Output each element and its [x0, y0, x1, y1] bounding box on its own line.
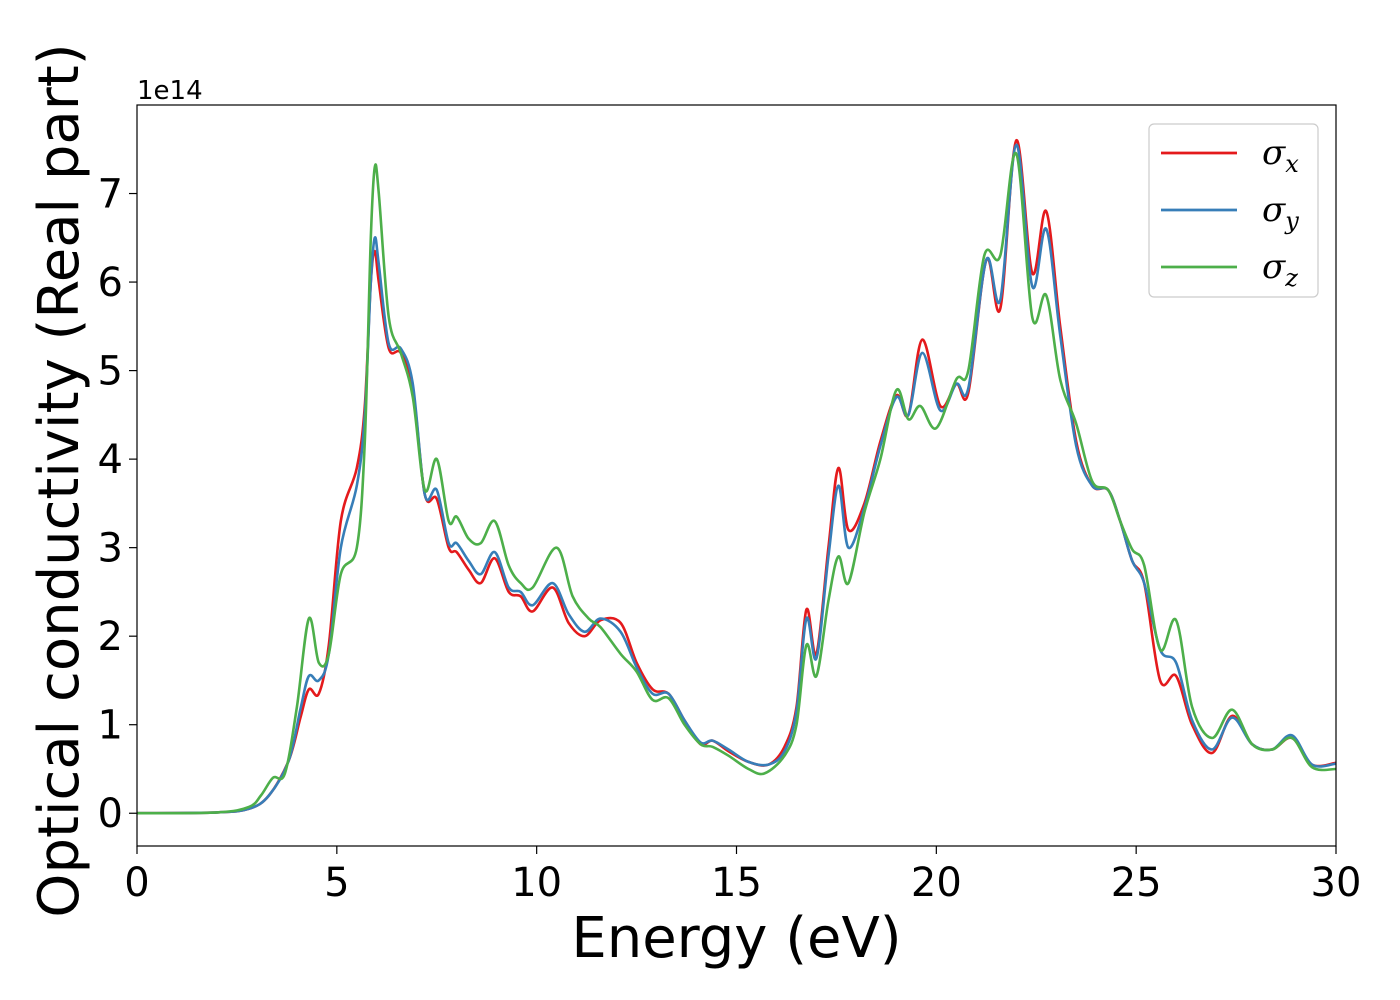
legend-label-z: σz: [1262, 247, 1298, 292]
y-offset-label: 1e14: [137, 76, 203, 106]
y-tick-label: 6: [98, 260, 123, 306]
x-tick-label: 10: [511, 860, 562, 906]
legend-label-y: σy: [1262, 190, 1299, 235]
legend: σx σy σz: [1148, 123, 1319, 298]
series-line-y: [137, 143, 1336, 815]
ticks-layer: 0 5 10 15 20 25 30 0 1 2 3 4 5 6 7: [98, 172, 1362, 906]
x-tick-label: 0: [124, 860, 149, 906]
y-tick-label: 0: [98, 791, 123, 837]
x-tick-label: 5: [324, 860, 349, 906]
y-tick-label: 1: [98, 703, 123, 749]
y-tick-label: 5: [98, 349, 123, 395]
x-axis-label: Energy (eV): [571, 906, 901, 971]
series-line-z: [137, 151, 1336, 815]
y-tick-label: 2: [98, 614, 123, 660]
y-tick-label: 4: [98, 437, 123, 483]
legend-label-x: σx: [1262, 133, 1299, 178]
y-tick-label: 7: [98, 172, 123, 218]
plot-lines-layer: [137, 139, 1336, 815]
y-axis-label: Optical conductivity (Real part): [27, 43, 92, 917]
x-tick-label: 15: [711, 860, 762, 906]
x-tick-label: 30: [1311, 860, 1362, 906]
x-tick-label: 25: [1111, 860, 1162, 906]
x-tick-label: 20: [911, 860, 962, 906]
y-tick-label: 3: [98, 526, 123, 572]
